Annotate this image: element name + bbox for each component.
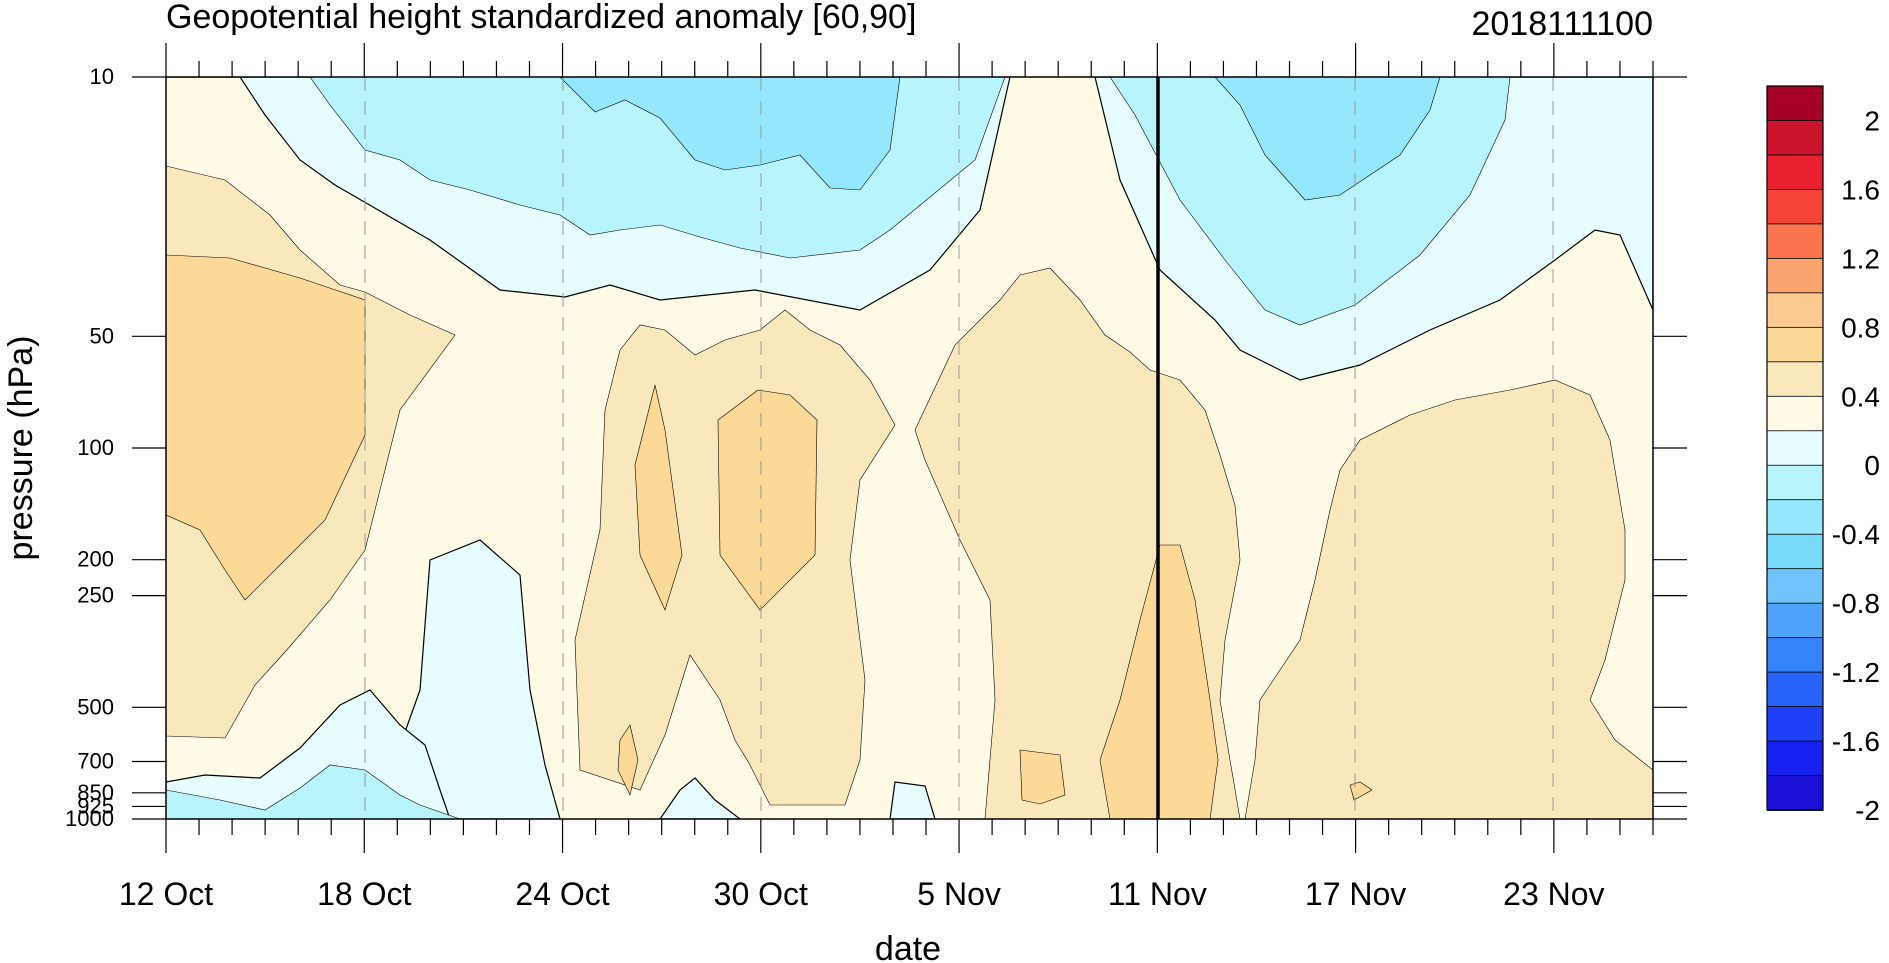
colorbar-label: 1.2: [1841, 243, 1880, 274]
colorbar-swatch: [1766, 154, 1824, 191]
y-tick-label: 10: [90, 64, 114, 89]
colorbar-swatch: [1766, 602, 1824, 639]
date-gridlines: [364, 77, 1554, 819]
colorbar-swatch: [1766, 706, 1824, 742]
x-tick-label: 11 Nov: [1108, 876, 1207, 912]
contour-fill-neg-08: [559, 77, 1441, 201]
colorbar-label: -0.8: [1832, 588, 1880, 619]
y-tick-label: 100: [77, 435, 114, 460]
y-tick-label: 500: [77, 694, 114, 719]
colorbar-swatch: [1766, 223, 1824, 260]
colorbar-swatch: [1766, 464, 1824, 501]
y-tick-label: 700: [77, 749, 114, 774]
x-axis-title: date: [875, 930, 941, 963]
colorbar-label: 0.4: [1841, 381, 1880, 412]
colorbar-swatch: [1766, 637, 1824, 673]
colorbar-label: -1.6: [1832, 726, 1880, 757]
y-tick-label: 1000: [65, 806, 114, 831]
y-tick-label: 50: [90, 323, 114, 348]
colorbar-label: 0: [1864, 450, 1880, 481]
x-tick-label: 5 Nov: [917, 876, 1001, 912]
colorbar-swatch: [1766, 120, 1824, 156]
colorbar-swatch: [1766, 775, 1824, 811]
colorbar-label: -2: [1855, 795, 1880, 826]
x-tick-label: 30 Oct: [714, 876, 808, 912]
x-tick-label: 18 Oct: [317, 876, 411, 912]
colorbar-swatch: [1766, 189, 1824, 225]
colorbar-swatch: [1766, 257, 1824, 294]
colorbar-label: -1.2: [1832, 657, 1880, 688]
colorbar-swatch: [1766, 395, 1824, 432]
colorbar-swatch: [1766, 292, 1824, 329]
colorbar-frame: [1766, 85, 1824, 811]
colorbar-label: -0.4: [1832, 519, 1880, 550]
colorbar-label: 0.8: [1841, 312, 1880, 343]
colorbar-swatch: [1766, 740, 1824, 777]
colorbar: 2 1.6 1.2 0.8 0.4 0 -0.4 -0.8 -1.2 -1.6 -2: [1766, 85, 1880, 826]
colorbar-swatch: [1766, 326, 1824, 363]
colorbar-swatch: [1766, 568, 1824, 605]
colorbar-swatch: [1766, 361, 1824, 398]
colorbar-swatch: [1766, 533, 1824, 570]
colorbar-swatch: [1766, 499, 1824, 536]
colorbar-label: 2: [1864, 105, 1880, 136]
x-tick-label: 23 Nov: [1503, 876, 1604, 912]
colorbar-label: 1.6: [1841, 174, 1880, 205]
x-axis: 12 Oct 18 Oct 24 Oct 30 Oct 5 Nov 11 Nov 17 No…: [119, 43, 1654, 912]
y-tick-label: 200: [77, 547, 114, 572]
colorbar-swatch: [1766, 430, 1824, 467]
colorbar-swatch: [1766, 671, 1824, 708]
y-tick-label: 250: [77, 583, 114, 608]
plot-area: [166, 77, 1653, 819]
x-tick-label: 12 Oct: [119, 876, 213, 912]
y-tick-label: 850: [77, 780, 114, 805]
run-label: 2018111100: [1471, 5, 1653, 43]
x-tick-label: 24 Oct: [515, 876, 609, 912]
colorbar-swatch: [1766, 85, 1824, 122]
x-tick-label: 17 Nov: [1305, 876, 1406, 912]
y-tick-label: 925: [77, 793, 114, 818]
chart-title: Geopotential height standardized anomaly…: [166, 0, 916, 36]
y-axis-title: pressure (hPa): [2, 336, 40, 561]
